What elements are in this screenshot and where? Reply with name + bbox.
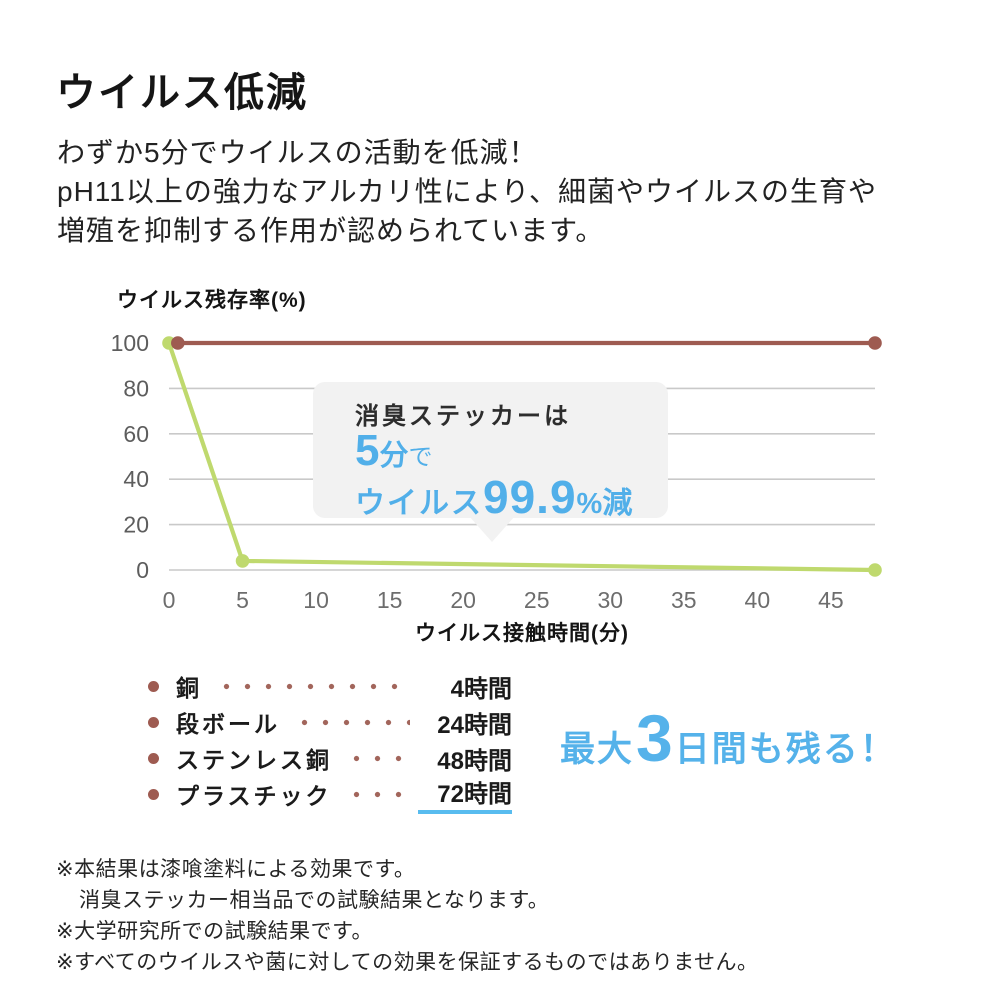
dotted-leader <box>343 776 410 812</box>
dotted-leader <box>344 740 410 776</box>
svg-text:10: 10 <box>303 587 329 613</box>
svg-text:60: 60 <box>123 421 149 447</box>
svg-text:100: 100 <box>111 330 149 356</box>
footnote-line-4: ※すべてのウイルスや菌に対しての効果を保証するものではありません。 <box>56 951 759 974</box>
duration-value: 4時間 <box>450 675 512 703</box>
svg-text:25: 25 <box>524 587 550 613</box>
callout-percent-value: 99.9 <box>483 471 577 523</box>
duration-value: 48時間 <box>437 747 512 775</box>
bullet-dot-icon <box>148 788 159 800</box>
bullet-dot-icon <box>148 680 159 692</box>
svg-text:0: 0 <box>136 557 149 583</box>
svg-text:80: 80 <box>123 375 149 401</box>
x-axis-title: ウイルス接触時間(分) <box>415 622 629 645</box>
callout-percent-unit: % <box>576 488 603 520</box>
highlight-prefix: 最大 <box>560 730 635 769</box>
bullet-dot-icon <box>148 716 159 728</box>
duration-value-underlined: 72時間 <box>418 774 512 814</box>
svg-text:30: 30 <box>597 587 623 613</box>
duration-value: 24時間 <box>437 711 512 739</box>
callout-minutes-line: 5 分 で <box>355 426 433 476</box>
list-item: ステンレス銅 48時間 <box>148 740 512 776</box>
intro-line-1: わずか5分でウイルスの活動を低減！ <box>57 137 538 168</box>
highlight-message: 最大 3 日間も残る！ <box>560 700 897 776</box>
highlight-suffix: 日間も残る！ <box>674 730 897 769</box>
bullet-dot-icon <box>148 752 159 764</box>
intro-line-2: pH11以上の強力なアルカリ性により、細菌やウイルスの生育や <box>57 176 878 207</box>
material-label: プラスチック <box>176 783 332 809</box>
contact-time-list: 銅 4時間 段ボール 24時間 ステンレス銅 48時間 プラスチック 72時間 <box>148 668 512 814</box>
callout-reduction-line: ウイルス 99.9 % 減 <box>355 470 634 524</box>
callout-minutes-unit: 分 <box>379 440 409 472</box>
svg-text:20: 20 <box>123 512 149 538</box>
svg-text:0: 0 <box>163 587 176 613</box>
intro-line-3: 増殖を抑制する作用が認められています。 <box>57 215 605 246</box>
y-axis-title: ウイルス残存率(%) <box>117 289 307 312</box>
intro-paragraph: わずか5分でウイルスの活動を低減！ pH11以上の強力なアルカリ性により、細菌や… <box>57 133 877 250</box>
material-label: ステンレス銅 <box>176 747 332 773</box>
dotted-leader <box>214 668 410 704</box>
svg-text:40: 40 <box>123 466 149 492</box>
svg-text:35: 35 <box>671 587 697 613</box>
callout-bubble: 消臭ステッカーは 5 分 で ウイルス 99.9 % 減 <box>313 382 668 542</box>
material-label: 段ボール <box>176 711 280 737</box>
svg-text:5: 5 <box>236 587 249 613</box>
callout-tail <box>469 516 515 542</box>
callout-suffix: 減 <box>602 487 635 520</box>
footnote-line-1: ※本結果は漆喰塗料による効果です。 <box>56 858 416 881</box>
callout-minutes-value: 5 <box>355 426 380 475</box>
page-title: ウイルス低減 <box>56 71 308 115</box>
dotted-leader <box>292 704 410 740</box>
svg-text:40: 40 <box>745 587 771 613</box>
list-item: 段ボール 24時間 <box>148 704 512 740</box>
callout-particle: で <box>408 444 433 471</box>
material-label: 銅 <box>176 675 202 701</box>
svg-text:20: 20 <box>450 587 476 613</box>
footnotes: ※本結果は漆喰塗料による効果です。 消臭ステッカー相当品での試験結果となります。… <box>56 854 759 978</box>
highlight-big-number: 3 <box>636 701 673 775</box>
callout-heading: 消臭ステッカーは <box>355 403 571 430</box>
svg-text:45: 45 <box>818 587 844 613</box>
svg-text:15: 15 <box>377 587 403 613</box>
footnote-line-2: 消臭ステッカー相当品での試験結果となります。 <box>79 889 550 912</box>
list-item: 銅 4時間 <box>148 668 512 704</box>
callout-target: ウイルス <box>355 487 483 520</box>
footnote-line-3: ※大学研究所での試験結果です。 <box>56 920 373 943</box>
list-item: プラスチック 72時間 <box>148 774 512 814</box>
